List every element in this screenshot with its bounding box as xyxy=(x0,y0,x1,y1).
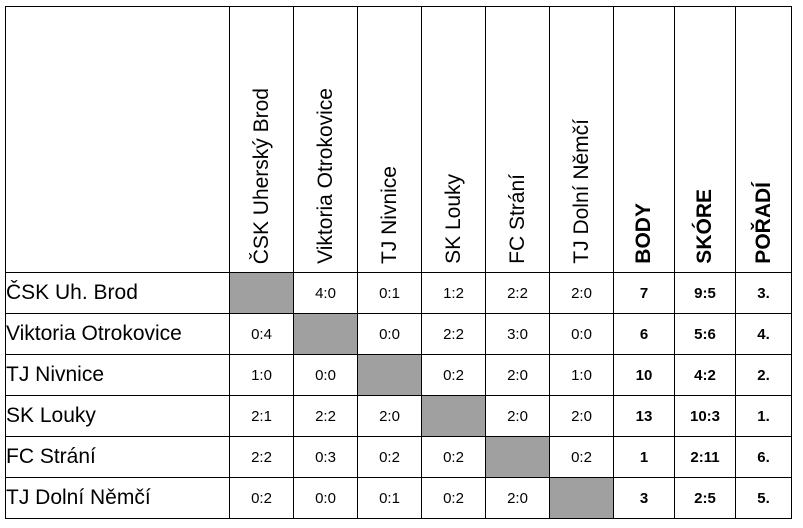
match-result-cell: 1:2 xyxy=(421,272,486,314)
column-header-label: Viktoria Otrokovice xyxy=(313,88,337,264)
match-result-cell: 2:0 xyxy=(549,272,614,314)
column-header-label: SK Louky xyxy=(441,174,465,264)
diagonal-cell xyxy=(549,477,614,519)
column-header-team-1: ČSK Uherský Brod xyxy=(229,6,294,273)
match-result-cell: 4:0 xyxy=(293,272,358,314)
points-cell: 1 xyxy=(613,436,675,478)
match-result-cell: 0:1 xyxy=(357,477,422,519)
row-team-name: TJ Nivnice xyxy=(5,354,230,396)
column-header-rank: POŘADÍ xyxy=(735,6,792,273)
corner-cell xyxy=(5,6,230,273)
match-result-cell: 0:3 xyxy=(293,436,358,478)
rank-cell: 6. xyxy=(735,436,792,478)
table-row: Viktoria Otrokovice 0:4 0:0 2:2 3:0 0:0 6 5:6 4. xyxy=(5,313,792,355)
match-result-cell: 2:2 xyxy=(421,313,486,355)
points-header-label: BODY xyxy=(632,203,655,264)
match-result-cell: 0:2 xyxy=(357,436,422,478)
column-header-label: TJ Dolní Němčí xyxy=(569,119,593,264)
header-row: ČSK Uherský Brod Viktoria Otrokovice TJ … xyxy=(5,6,792,273)
rank-cell: 5. xyxy=(735,477,792,519)
column-header-score: SKÓRE xyxy=(674,6,736,273)
score-cell: 4:2 xyxy=(674,354,736,396)
table-row: SK Louky 2:1 2:2 2:0 2:0 2:0 13 10:3 1. xyxy=(5,395,792,437)
match-result-cell: 0:2 xyxy=(421,436,486,478)
score-cell: 10:3 xyxy=(674,395,736,437)
diagonal-cell xyxy=(357,354,422,396)
match-result-cell: 0:2 xyxy=(421,477,486,519)
score-cell: 9:5 xyxy=(674,272,736,314)
points-cell: 10 xyxy=(613,354,675,396)
score-cell: 5:6 xyxy=(674,313,736,355)
rank-cell: 1. xyxy=(735,395,792,437)
table-body: ČSK Uh. Brod 4:0 0:1 1:2 2:2 2:0 7 9:5 3. Viktori… xyxy=(5,272,792,519)
column-header-team-2: Viktoria Otrokovice xyxy=(293,6,358,273)
match-result-cell: 2:2 xyxy=(293,395,358,437)
column-header-label: ČSK Uherský Brod xyxy=(249,87,273,264)
match-result-cell: 2:2 xyxy=(229,436,294,478)
match-result-cell: 2:0 xyxy=(485,395,550,437)
column-header-label: TJ Nivnice xyxy=(377,165,401,264)
column-header-team-5: FC Strání xyxy=(485,6,550,273)
row-team-name: ČSK Uh. Brod xyxy=(5,272,230,314)
row-team-name: FC Strání xyxy=(5,436,230,478)
match-result-cell: 2:0 xyxy=(485,354,550,396)
table-row: FC Strání 2:2 0:3 0:2 0:2 0:2 1 2:11 6. xyxy=(5,436,792,478)
column-header-team-4: SK Louky xyxy=(421,6,486,273)
match-result-cell: 0:2 xyxy=(549,436,614,478)
rank-cell: 3. xyxy=(735,272,792,314)
diagonal-cell xyxy=(485,436,550,478)
match-result-cell: 0:4 xyxy=(229,313,294,355)
points-cell: 3 xyxy=(613,477,675,519)
column-header-team-3: TJ Nivnice xyxy=(357,6,422,273)
match-result-cell: 2:0 xyxy=(549,395,614,437)
row-team-name: Viktoria Otrokovice xyxy=(5,313,230,355)
rank-cell: 4. xyxy=(735,313,792,355)
row-team-name: TJ Dolní Němčí xyxy=(5,477,230,519)
table-row: TJ Nivnice 1:0 0:0 0:2 2:0 1:0 10 4:2 2. xyxy=(5,354,792,396)
diagonal-cell xyxy=(293,313,358,355)
match-result-cell: 0:2 xyxy=(421,354,486,396)
match-result-cell: 0:0 xyxy=(549,313,614,355)
points-cell: 6 xyxy=(613,313,675,355)
match-result-cell: 0:2 xyxy=(229,477,294,519)
score-cell: 2:5 xyxy=(674,477,736,519)
standings-table: ČSK Uherský Brod Viktoria Otrokovice TJ … xyxy=(5,6,792,519)
row-team-name: SK Louky xyxy=(5,395,230,437)
match-result-cell: 3:0 xyxy=(485,313,550,355)
rank-cell: 2. xyxy=(735,354,792,396)
match-result-cell: 0:0 xyxy=(357,313,422,355)
diagonal-cell xyxy=(229,272,294,314)
match-result-cell: 2:0 xyxy=(357,395,422,437)
score-cell: 2:11 xyxy=(674,436,736,478)
column-header-team-6: TJ Dolní Němčí xyxy=(549,6,614,273)
match-result-cell: 0:0 xyxy=(293,477,358,519)
score-header-label: SKÓRE xyxy=(693,189,716,264)
column-header-points: BODY xyxy=(613,6,675,273)
table-row: ČSK Uh. Brod 4:0 0:1 1:2 2:2 2:0 7 9:5 3. xyxy=(5,272,792,314)
match-result-cell: 1:0 xyxy=(229,354,294,396)
table-row: TJ Dolní Němčí 0:2 0:0 0:1 0:2 2:0 3 2:5 5. xyxy=(5,477,792,519)
diagonal-cell xyxy=(421,395,486,437)
column-header-label: FC Strání xyxy=(505,174,529,264)
match-result-cell: 2:2 xyxy=(485,272,550,314)
match-result-cell: 1:0 xyxy=(549,354,614,396)
points-cell: 13 xyxy=(613,395,675,437)
match-result-cell: 0:1 xyxy=(357,272,422,314)
match-result-cell: 2:0 xyxy=(485,477,550,519)
match-result-cell: 0:0 xyxy=(293,354,358,396)
match-result-cell: 2:1 xyxy=(229,395,294,437)
rank-header-label: POŘADÍ xyxy=(751,182,775,264)
points-cell: 7 xyxy=(613,272,675,314)
